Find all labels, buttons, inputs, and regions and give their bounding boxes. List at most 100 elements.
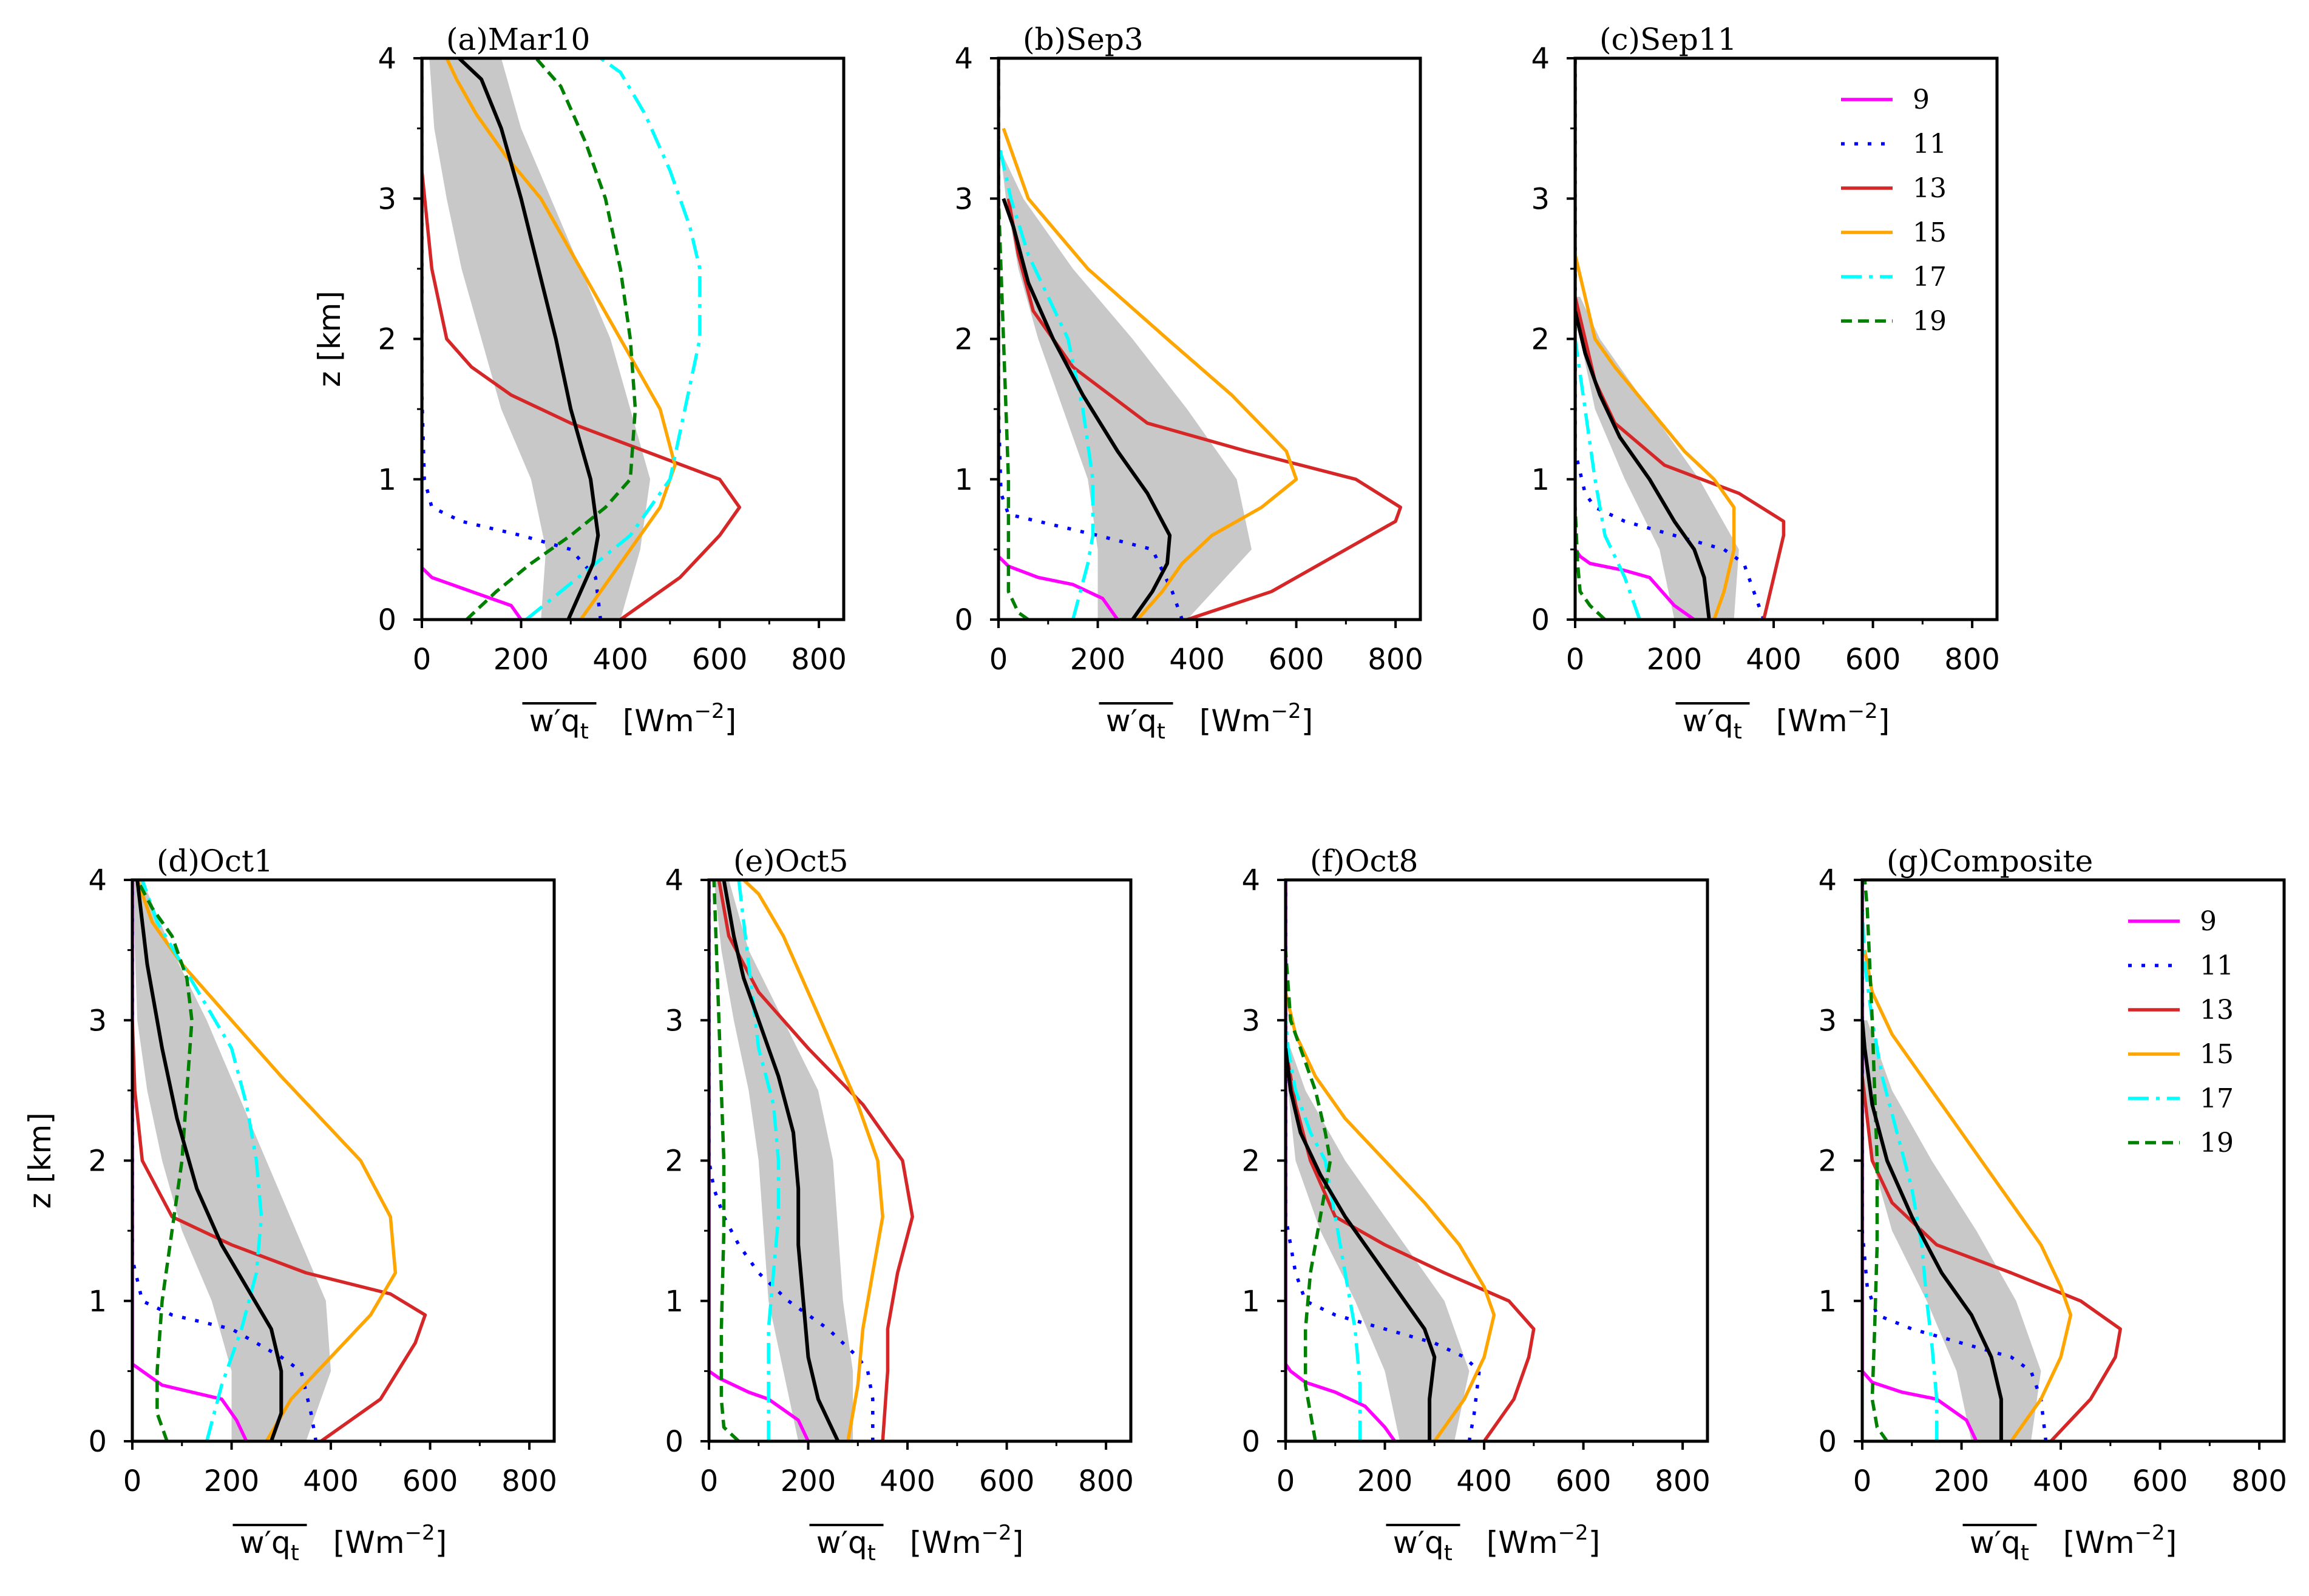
y-tick-label: 0 xyxy=(1531,603,1550,637)
x-label-exp: −2 xyxy=(2135,1521,2165,1545)
x-label-main: w′q xyxy=(1970,1525,2021,1560)
y-tick-label: 3 xyxy=(1531,182,1550,216)
x-tick-label: 800 xyxy=(1655,1464,1711,1498)
x-tick-label: 0 xyxy=(700,1464,719,1498)
line-13 xyxy=(1006,198,1403,620)
y-axis-label: z [km] xyxy=(312,291,347,387)
legend-label-11: 11 xyxy=(2200,950,2234,981)
x-label-main: w′q xyxy=(1106,703,1157,739)
line-17 xyxy=(1286,1020,1362,1441)
line-13 xyxy=(132,1020,427,1441)
panel-2: 0 200 400 600 800 0 1 2 3 4 (b)Sep3 w′qt [Wm−2] xyxy=(954,22,1423,744)
line-15 xyxy=(1002,127,1298,620)
y-tick-label: 0 xyxy=(665,1425,683,1459)
line-9 xyxy=(709,880,810,1441)
std-band xyxy=(1862,1020,2041,1441)
plot-area xyxy=(1575,58,1997,620)
mean-line xyxy=(722,880,840,1441)
panel-title: (a)Mar10 xyxy=(446,22,590,57)
x-tick-label: 0 xyxy=(989,643,1008,677)
y-tick-label: 4 xyxy=(1241,864,1260,898)
x-label-sub: t xyxy=(291,1541,299,1566)
legend-label-15: 15 xyxy=(2200,1039,2234,1070)
x-tick-label: 0 xyxy=(1277,1464,1295,1498)
x-label-sub: t xyxy=(1444,1541,1453,1566)
panel-6: 0 200 400 600 800 0 1 2 3 4 (f)Oct8 w′qt [Wm−2] xyxy=(1241,844,1710,1566)
x-label-exp: −2 xyxy=(1558,1521,1588,1545)
x-tick-label: 200 xyxy=(1934,1464,1990,1498)
plot-area xyxy=(1286,880,1707,1441)
x-tick-label: 200 xyxy=(1357,1464,1413,1498)
x-label-close: ] xyxy=(1301,703,1314,739)
x-tick-label: 600 xyxy=(1556,1464,1612,1498)
std-band xyxy=(1001,156,1252,620)
line-11 xyxy=(1575,58,1766,620)
x-tick-label: 600 xyxy=(402,1464,458,1498)
x-tick-label: 200 xyxy=(781,1464,836,1498)
x-label-close: ] xyxy=(1588,1525,1601,1560)
line-9 xyxy=(422,58,523,620)
y-tick-label: 1 xyxy=(1531,463,1550,497)
x-tick-label: 400 xyxy=(1456,1464,1512,1498)
line-15 xyxy=(742,880,884,1441)
line-19 xyxy=(1286,950,1332,1441)
x-label-close: ] xyxy=(435,1525,447,1560)
y-tick-label: 1 xyxy=(1818,1285,1837,1319)
x-tick-label: 0 xyxy=(413,643,432,677)
line-9 xyxy=(132,880,248,1441)
mean-line xyxy=(1002,198,1172,620)
y-tick-label: 2 xyxy=(1818,1145,1837,1178)
x-axis-label: w′qt [Wm−2] xyxy=(240,1521,447,1566)
y-tick-label: 3 xyxy=(88,1004,107,1038)
y-tick-label: 0 xyxy=(88,1425,107,1459)
x-label-close: ] xyxy=(1012,1525,1024,1560)
line-13 xyxy=(422,58,742,620)
panel-title: (b)Sep3 xyxy=(1023,22,1144,57)
x-label-sub: t xyxy=(1157,719,1165,744)
line-11 xyxy=(1286,880,1481,1441)
legend-label-19: 19 xyxy=(1913,306,1947,337)
x-axis-label: w′qt [Wm−2] xyxy=(1106,699,1313,744)
x-tick-label: 0 xyxy=(123,1464,142,1498)
std-band xyxy=(429,58,651,620)
x-tick-label: 800 xyxy=(1368,643,1423,677)
x-tick-label: 600 xyxy=(1269,643,1324,677)
panel-1: 0 200 400 600 800 0 1 2 3 4 (a)Mar10 w′qt [Wm−2] z [k… xyxy=(312,22,847,744)
mean-line xyxy=(135,880,283,1441)
y-tick-label: 3 xyxy=(665,1004,683,1038)
x-axis-label: w′qt [Wm−2] xyxy=(1683,699,1890,744)
line-15 xyxy=(1286,992,1496,1441)
y-tick-label: 2 xyxy=(954,323,973,357)
x-label-units: [Wm xyxy=(1487,1525,1558,1560)
panel-title: (f)Oct8 xyxy=(1310,844,1418,879)
y-tick-label: 4 xyxy=(88,864,107,898)
line-9 xyxy=(999,58,1119,620)
legend-label-19: 19 xyxy=(2200,1128,2234,1158)
x-label-exp: −2 xyxy=(405,1521,435,1545)
legend-label-9: 9 xyxy=(1913,84,1930,115)
y-tick-label: 2 xyxy=(378,323,396,357)
panel-title: (e)Oct5 xyxy=(733,844,849,879)
x-label-units: [Wm xyxy=(2063,1525,2135,1560)
legend: 9 11 13 15 17 19 xyxy=(1841,84,1947,337)
line-15 xyxy=(1863,950,2073,1441)
panel-5: 0 200 400 600 800 0 1 2 3 4 (e)Oct5 w′qt [Wm−2] xyxy=(665,844,1133,1566)
x-tick-label: 200 xyxy=(204,1464,260,1498)
x-tick-label: 600 xyxy=(692,643,748,677)
y-tick-label: 0 xyxy=(378,603,396,637)
line-9 xyxy=(1862,880,1978,1441)
line-19 xyxy=(1863,880,1889,1441)
y-tick-label: 0 xyxy=(1818,1425,1837,1459)
plot-content xyxy=(132,880,427,1441)
y-tick-label: 2 xyxy=(1531,323,1550,357)
y-tick-label: 1 xyxy=(954,463,973,497)
x-label-sub: t xyxy=(867,1541,876,1566)
panel-title: (d)Oct1 xyxy=(157,844,273,879)
legend-label-17: 17 xyxy=(1913,262,1947,292)
x-tick-label: 400 xyxy=(1746,643,1802,677)
mean-line xyxy=(1286,1048,1437,1441)
x-label-sub: t xyxy=(580,719,589,744)
y-tick-label: 4 xyxy=(665,864,683,898)
x-label-main: w′q xyxy=(1393,1525,1444,1560)
y-tick-label: 3 xyxy=(1241,1004,1260,1038)
